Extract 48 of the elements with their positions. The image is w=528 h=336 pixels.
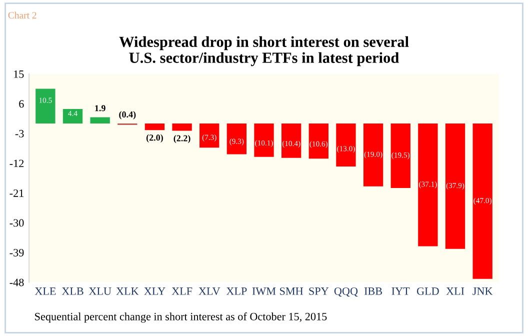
data-label: 1.9	[95, 105, 106, 112]
y-tick-label: 6	[19, 100, 24, 108]
bar	[90, 117, 110, 124]
y-tick-label: -3	[15, 130, 24, 138]
y-tick-label: -30	[10, 219, 24, 227]
x-tick-label: GLD	[416, 287, 439, 295]
x-tick-label: JNK	[472, 288, 493, 295]
bar	[226, 124, 247, 154]
bar	[418, 124, 438, 246]
x-tick-label: XLB	[62, 288, 84, 295]
x-tick-label: XLE	[34, 288, 56, 295]
y-tick-label: -48	[10, 278, 24, 286]
bar	[281, 124, 302, 158]
bar	[36, 88, 56, 124]
bar	[472, 124, 492, 279]
x-tick-label: XLI	[446, 288, 464, 295]
bar	[144, 124, 165, 130]
x-tick-label: XLV	[198, 288, 220, 295]
y-tick-label: 15	[14, 70, 24, 78]
x-tick-label: XLU	[88, 288, 112, 295]
bar	[336, 124, 356, 167]
bar	[62, 108, 83, 124]
data-label: (0.4)	[119, 111, 136, 120]
chart-title: Widespread drop in short interest on several U.S. sector/industry ETFs in latest period	[119, 36, 409, 66]
text: Sequential percent change in short interest as of October 15, 2015	[35, 312, 327, 323]
x-tick-label: IYT	[392, 288, 410, 295]
y-tick-label: -21	[10, 189, 24, 197]
x-tick-label: XLP	[226, 288, 247, 295]
y-tick-label: -12	[10, 160, 24, 168]
data-label: (2.2)	[174, 134, 190, 144]
bar	[390, 124, 410, 188]
x-tick-label: XLK	[116, 288, 139, 295]
caption: Chart 2	[8, 12, 36, 19]
data-label: (2.0)	[146, 134, 163, 142]
bar	[363, 124, 384, 186]
x-tick-label: XLY	[144, 288, 166, 295]
x-tick-label: XLF	[172, 288, 192, 295]
x-tick-label: SPY	[309, 287, 329, 295]
bar	[200, 124, 220, 148]
x-tick-label: IWM	[252, 288, 276, 295]
x-tick-label: SMH	[280, 287, 304, 295]
x-tick-label: QQQ	[334, 287, 358, 297]
bar	[308, 124, 328, 159]
bar	[254, 124, 274, 157]
bar	[172, 124, 192, 131]
bar	[445, 124, 466, 249]
y-tick-label: -39	[10, 248, 24, 256]
x-tick-label: IBB	[364, 288, 382, 295]
